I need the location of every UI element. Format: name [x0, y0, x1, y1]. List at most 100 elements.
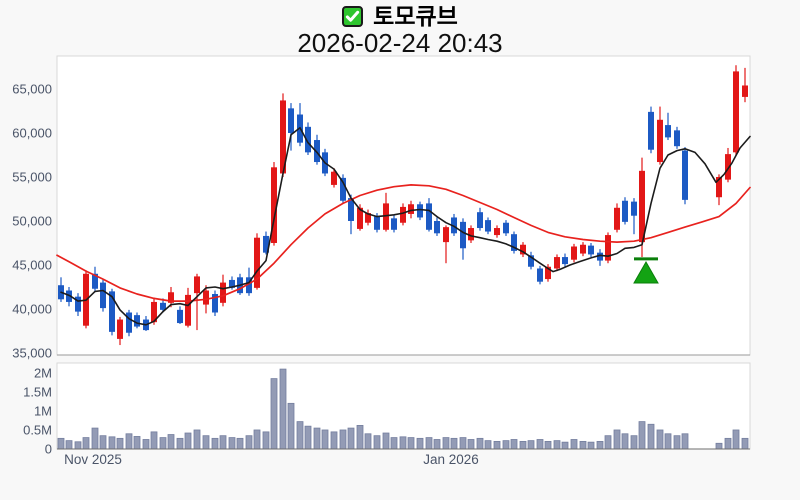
up-candle	[571, 246, 577, 260]
up-candle	[494, 228, 500, 236]
volume-bar	[613, 429, 621, 450]
volume-bar	[364, 433, 372, 450]
x-axis-label: Nov 2025	[64, 452, 122, 467]
up-candle	[725, 154, 731, 180]
volume-bar	[536, 439, 544, 450]
down-candle	[417, 204, 423, 218]
volume-tick-label: 1M	[34, 403, 52, 418]
volume-bar	[339, 429, 347, 450]
down-candle	[391, 218, 397, 230]
volume-bar	[399, 436, 407, 450]
volume-bar	[74, 441, 82, 450]
down-candle	[477, 212, 483, 229]
volume-bar	[270, 378, 278, 450]
volume-bar	[553, 440, 561, 450]
title-row: 토모큐브	[0, 0, 800, 29]
ma-long-line	[56, 184, 751, 302]
volume-bar	[219, 435, 227, 450]
price-tick-label: 65,000	[12, 82, 52, 97]
down-candle	[674, 130, 680, 147]
volume-bar	[245, 435, 253, 450]
volume-bar	[253, 429, 261, 450]
volume-bar	[476, 437, 484, 450]
volume-bar	[133, 436, 141, 450]
volume-bar	[125, 433, 133, 450]
down-candle	[314, 140, 320, 163]
volume-bar	[673, 435, 681, 450]
up-candle	[203, 290, 209, 305]
volume-bar	[484, 440, 492, 450]
volume-bar	[416, 437, 424, 450]
volume-bar	[493, 440, 501, 450]
price-tick-label: 60,000	[12, 126, 52, 141]
volume-bar	[741, 437, 749, 450]
volume-bar	[304, 425, 312, 450]
up-candle	[365, 213, 371, 223]
volume-bar	[510, 439, 518, 450]
price-tick-label: 50,000	[12, 214, 52, 229]
down-candle	[485, 220, 491, 232]
volume-bar	[647, 423, 655, 450]
volume-bar	[442, 437, 450, 450]
down-candle	[340, 177, 346, 201]
volume-tick-label: 2M	[34, 365, 52, 380]
down-candle	[75, 296, 81, 312]
price-tick-label: 35,000	[12, 346, 52, 361]
down-candle	[631, 201, 637, 216]
volume-bar	[279, 368, 287, 450]
volume-bar	[407, 437, 415, 450]
up-candle	[408, 204, 414, 214]
price-tick-label: 45,000	[12, 258, 52, 273]
volume-bar	[193, 429, 201, 450]
down-candle	[648, 111, 654, 150]
volume-bar	[184, 432, 192, 450]
up-candle	[605, 235, 611, 261]
up-candle	[639, 170, 645, 243]
checked-checkbox-icon[interactable]	[342, 5, 364, 27]
volume-bar	[527, 440, 535, 450]
up-candle	[117, 319, 123, 339]
volume-bar	[656, 429, 664, 450]
up-candle	[468, 228, 474, 241]
up-candle	[733, 71, 739, 153]
volume-bar	[570, 439, 578, 450]
up-candle	[545, 266, 551, 280]
volume-bar	[176, 437, 184, 450]
volume-bar	[99, 435, 107, 450]
volume-bar	[228, 437, 236, 450]
up-candle	[716, 176, 722, 198]
volume-bar	[579, 440, 587, 450]
up-candle	[520, 244, 526, 255]
volume-bar	[425, 437, 433, 450]
up-candle	[580, 244, 586, 254]
volume-bar	[202, 435, 210, 450]
volume-bar	[167, 434, 175, 450]
volume-bar	[347, 427, 355, 450]
volume-bar	[502, 440, 510, 450]
down-candle	[305, 126, 311, 153]
volume-bar	[65, 440, 73, 450]
volume-bar	[150, 431, 158, 450]
up-candle	[271, 167, 277, 243]
up-candle	[280, 100, 286, 174]
down-candle	[503, 222, 509, 234]
down-candle	[263, 235, 269, 253]
up-candle	[254, 237, 260, 288]
volume-bar	[630, 435, 638, 450]
volume-bar	[732, 429, 740, 450]
down-candle	[426, 203, 432, 230]
volume-bar	[57, 437, 65, 450]
volume-bar	[450, 437, 458, 450]
volume-bar	[321, 429, 329, 450]
volume-bar	[724, 437, 732, 450]
down-candle	[528, 255, 534, 267]
volume-bar	[211, 437, 219, 450]
volume-bar	[638, 421, 646, 450]
down-candle	[588, 245, 594, 255]
down-candle	[212, 294, 218, 313]
down-candle	[451, 217, 457, 234]
volume-bar	[159, 437, 167, 450]
up-candle	[554, 257, 560, 269]
